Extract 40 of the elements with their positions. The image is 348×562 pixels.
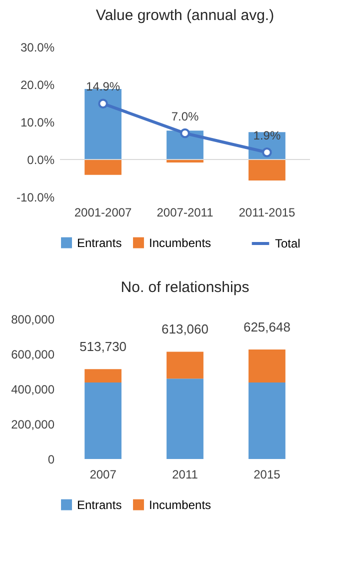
point <box>262 148 272 158</box>
legend-label: Entrants <box>77 498 122 512</box>
x-tick-label: 2007-2011 <box>156 206 214 220</box>
y-tick-label: 400,000 <box>11 382 55 396</box>
y-tick-label: 200,000 <box>11 418 55 432</box>
bar <box>248 382 286 459</box>
chart-title: Value growth (annual avg.) <box>96 7 274 24</box>
x-tick-label: 2007 <box>90 468 117 482</box>
y-tick-label: 0.0% <box>27 153 55 167</box>
bar <box>248 160 286 180</box>
bar <box>84 160 122 175</box>
bar <box>248 350 286 383</box>
legend-label: Incumbents <box>149 236 212 250</box>
data-label: 1.9% <box>253 128 281 142</box>
y-tick-label: 800,000 <box>11 312 55 326</box>
legend-label: Total <box>275 236 300 250</box>
bar <box>166 352 204 379</box>
point <box>98 98 108 108</box>
y-tick-label: 20.0% <box>20 78 55 92</box>
y-tick-label: -10.0% <box>16 190 55 204</box>
bar <box>84 382 122 459</box>
y-tick-label: 10.0% <box>20 116 55 130</box>
total-label: 613,060 <box>162 322 208 337</box>
total-label: 513,730 <box>80 339 127 354</box>
total-label: 625,648 <box>243 320 290 335</box>
x-tick-label: 2015 <box>254 468 281 482</box>
x-tick-label: 2011 <box>172 468 198 482</box>
y-tick-label: 600,000 <box>11 348 55 362</box>
x-tick-label: 2001-2007 <box>74 206 132 220</box>
bar <box>166 378 204 459</box>
y-tick-label: 30.0% <box>20 40 55 54</box>
legend-label: Entrants <box>77 236 122 250</box>
data-label: 7.0% <box>171 109 199 124</box>
legend-label: Incumbents <box>149 498 212 512</box>
y-tick-label: 0 <box>48 452 55 466</box>
bar <box>84 369 122 383</box>
x-tick-label: 2011-2015 <box>238 206 296 220</box>
point <box>180 128 190 138</box>
bar <box>84 89 122 160</box>
chart-title: No. of relationships <box>120 279 250 296</box>
